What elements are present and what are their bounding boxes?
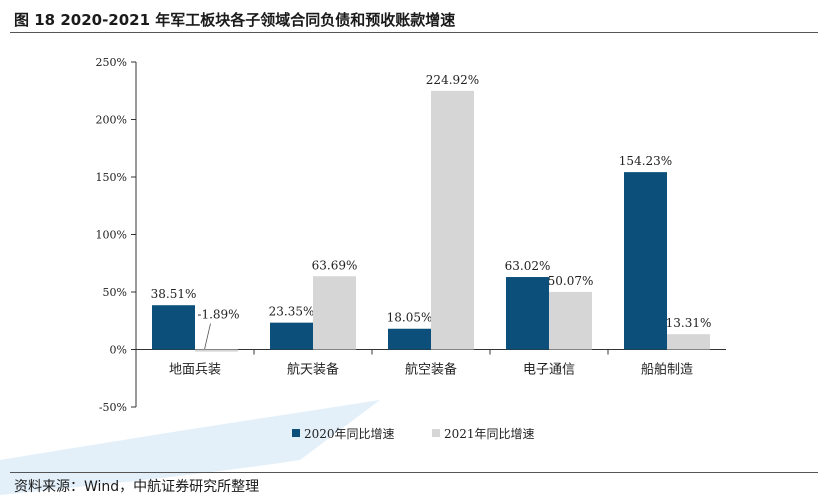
data-label-leader: [204, 323, 211, 350]
x-category-label: 电子通信: [523, 363, 575, 378]
y-tick-label: 0%: [110, 344, 127, 357]
bar-2020: [388, 328, 431, 350]
legend-label: 2020年同比增速: [304, 427, 395, 441]
data-label: 18.05%: [387, 311, 433, 325]
bar-2020: [624, 172, 667, 350]
source-bar: 资料来源：Wind，中航证券研究所整理: [10, 472, 818, 497]
data-label: 38.51%: [151, 287, 197, 301]
y-tick-label: 200%: [96, 114, 127, 127]
figure-title: 图 18 2020-2021 年军工板块各子领域合同负债和预收账款增速: [14, 11, 456, 29]
source-note: 资料来源：Wind，中航证券研究所整理: [14, 479, 260, 495]
bar-chart: 250% 200% 150% 100% 50% 0% -50% 地面兵装 38.51%-1.89…: [96, 56, 726, 441]
data-label: 50.07%: [548, 274, 594, 288]
data-label: 154.23%: [619, 154, 672, 168]
legend-swatch-2021: [432, 429, 440, 437]
bar-2021: [431, 90, 474, 350]
data-label: -1.89%: [197, 308, 239, 322]
bar-2021: [195, 349, 238, 352]
data-label: 23.35%: [269, 305, 315, 319]
legend-label: 2021年同比增速: [444, 427, 535, 441]
legend-swatch-2020: [292, 429, 300, 437]
bar-2020: [270, 322, 313, 350]
data-label: 63.69%: [312, 258, 358, 272]
data-label: 63.02%: [505, 259, 551, 273]
x-category-label: 航天装备: [287, 362, 339, 378]
y-tick-label: 250%: [96, 56, 127, 69]
x-category-label: 船舶制造: [641, 362, 693, 378]
bar-2020: [506, 277, 549, 350]
y-tick-label: 50%: [103, 286, 127, 299]
bar-2021: [313, 276, 356, 350]
x-category-label: 航空装备: [405, 362, 457, 378]
data-label: 224.92%: [426, 73, 479, 87]
bar-2021: [549, 291, 592, 350]
y-tick-label: -50%: [99, 401, 127, 414]
bar-2020: [152, 305, 195, 350]
data-label: 13.31%: [666, 316, 712, 330]
y-tick-label: 100%: [96, 229, 127, 242]
y-tick-label: 150%: [96, 171, 127, 184]
x-category-label: 地面兵装: [169, 363, 221, 378]
bar-2021: [667, 334, 710, 350]
figure-title-bar: 图 18 2020-2021 年军工板块各子领域合同负债和预收账款增速: [10, 6, 818, 33]
